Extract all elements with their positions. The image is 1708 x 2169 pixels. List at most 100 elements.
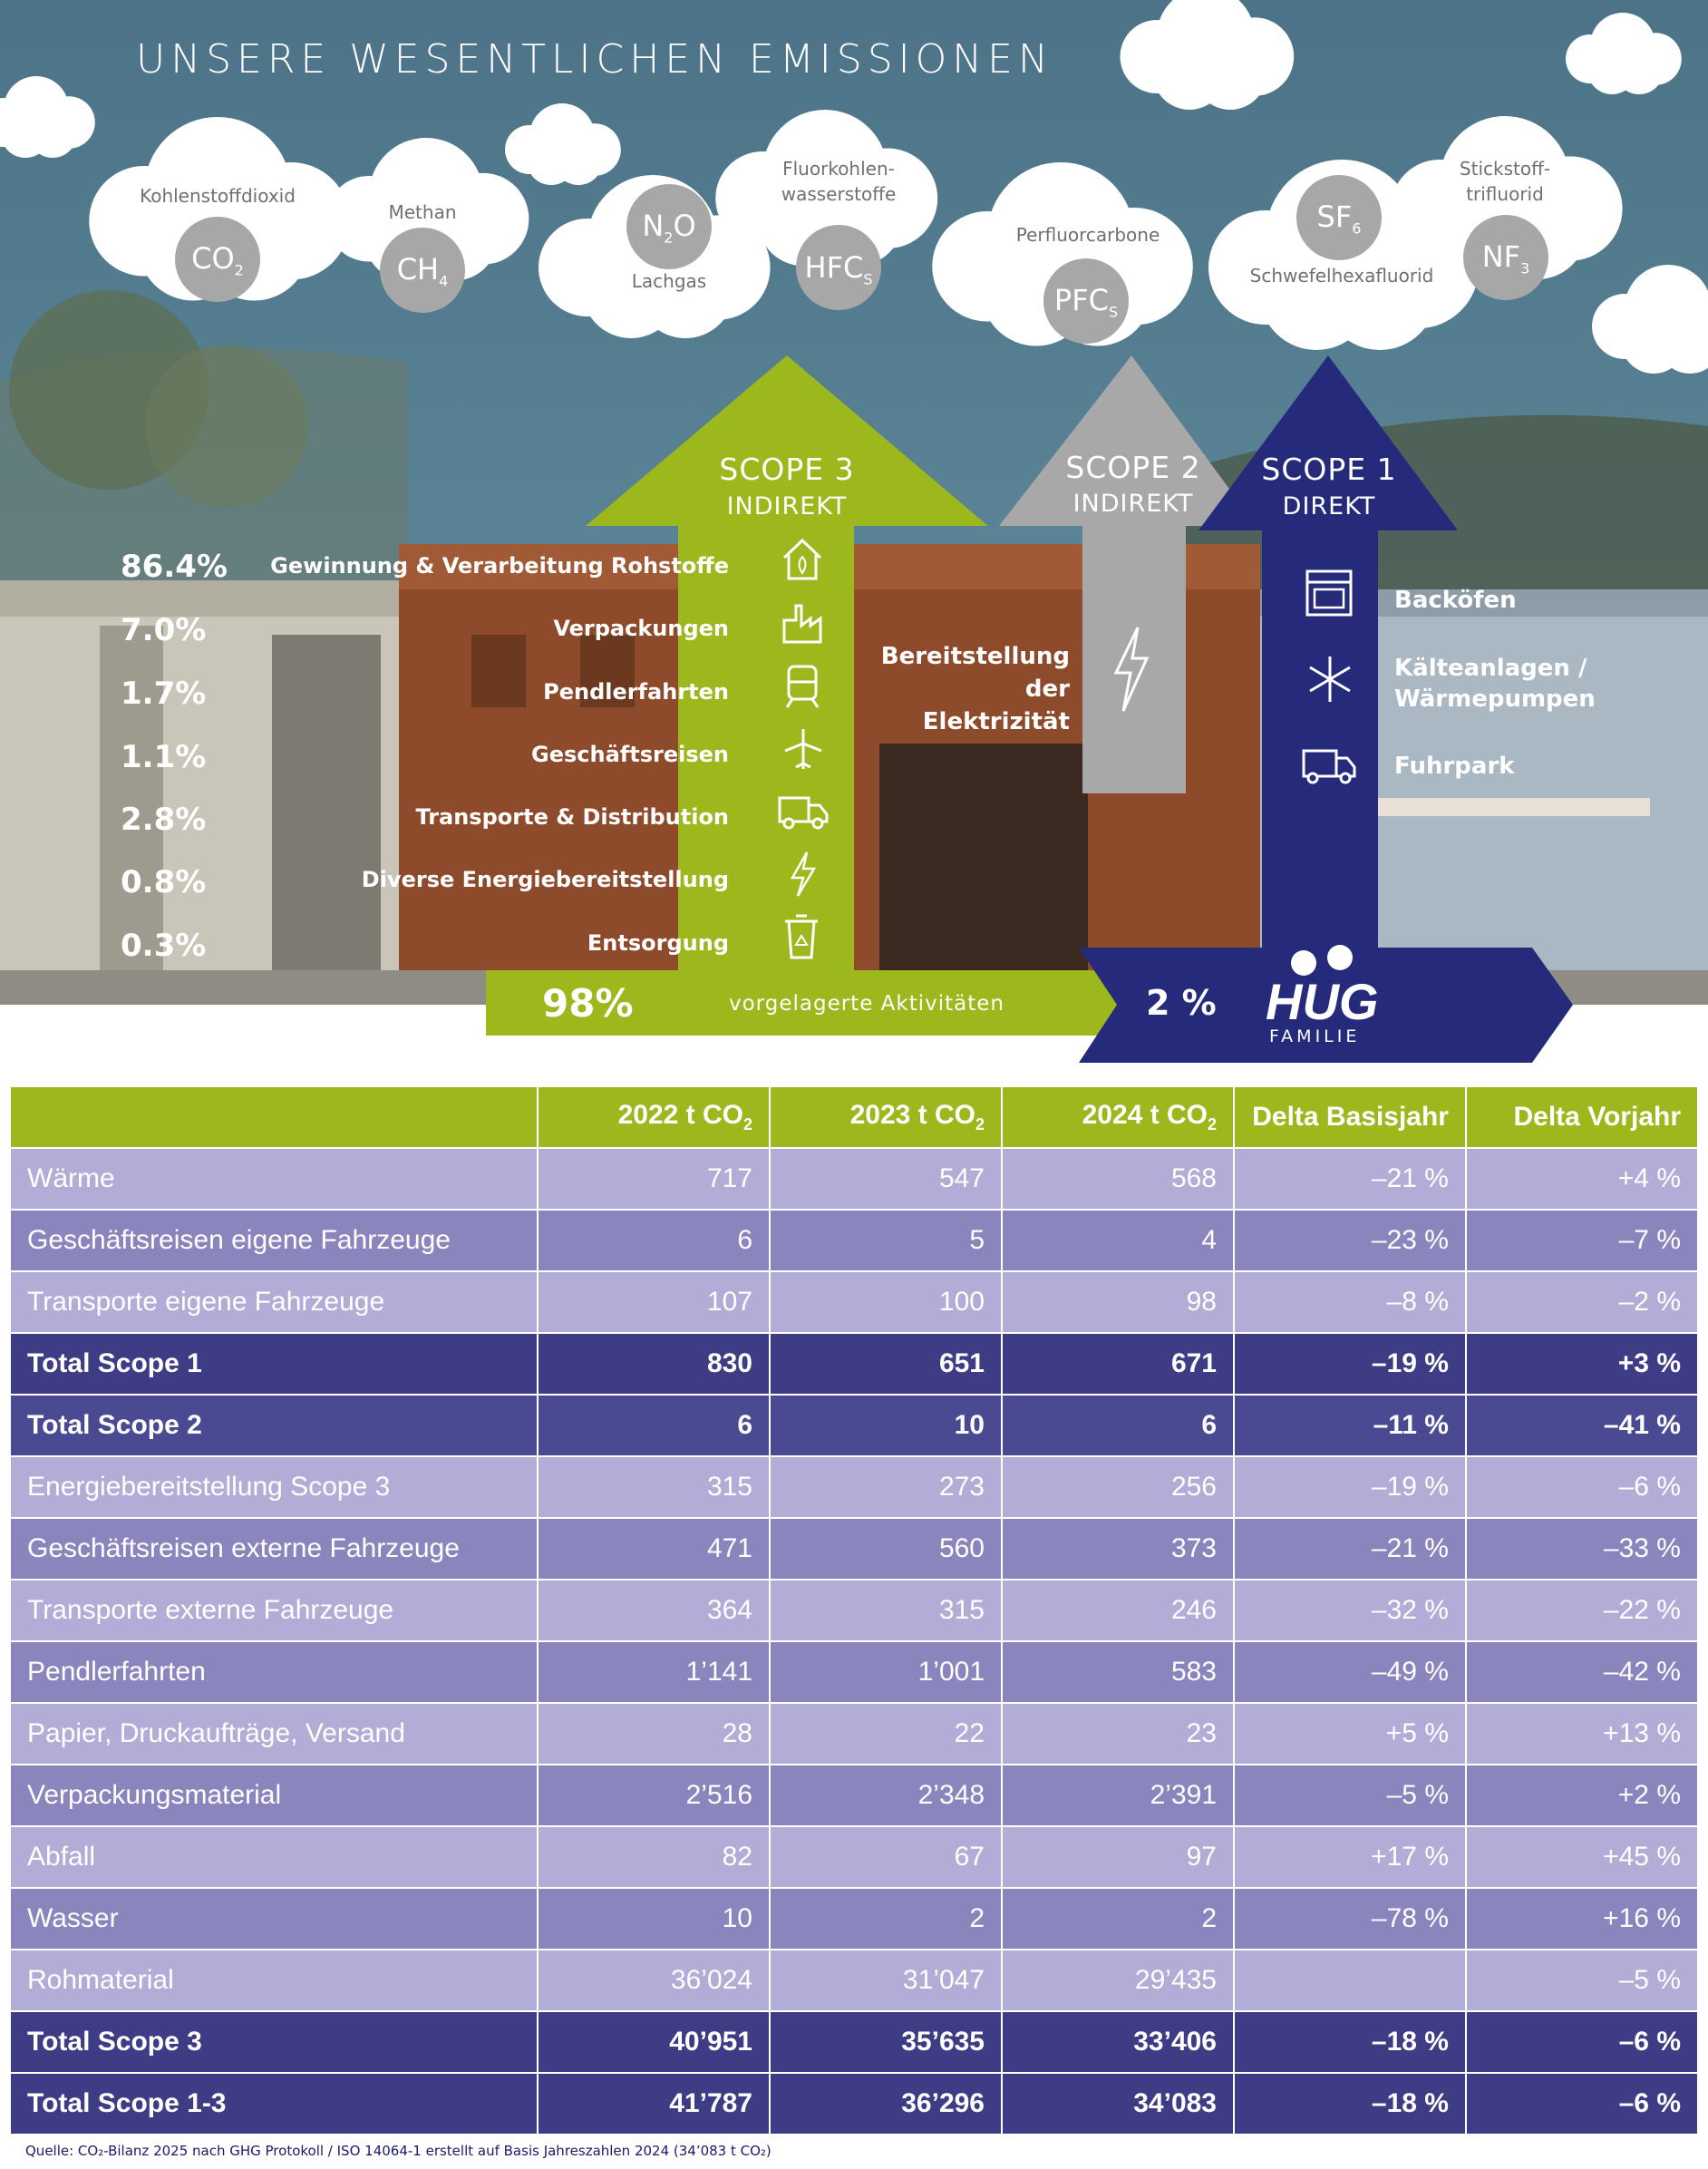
table-cell: 36’024 [539, 1950, 769, 2010]
scope3-label-transporte: Transporte & Distribution [415, 804, 729, 830]
table-cell: 2 [1003, 1889, 1233, 1949]
scope3-label-entsorgung: Entsorgung [587, 930, 729, 956]
table-body: Wärme 717 547 568 –21 % +4 % Geschäftsreisen e… [11, 1149, 1697, 2134]
airplane-icon [784, 729, 822, 769]
table-cell: 10 [771, 1396, 1001, 1455]
row-label: Abfall [11, 1827, 537, 1887]
table-cell: 671 [1003, 1334, 1233, 1394]
table-row: Total Scope 2 6 10 6 –11 % –41 % [11, 1396, 1697, 1455]
table-cell: 97 [1003, 1827, 1233, 1887]
scope3-label-geschaeftsreisen: Geschäftsreisen [531, 742, 729, 767]
scope3-pct-entsorgung: 0.3% [121, 928, 207, 964]
row-label: Total Scope 1-3 [11, 2074, 537, 2134]
table-cell: –21 % [1235, 1149, 1465, 1209]
gas-name-ch4: Methan [388, 201, 457, 223]
scope3-label-energie: Diverse Energiebereitstellung [361, 867, 729, 892]
table-header-cell: 2022 t CO2 [539, 1087, 769, 1147]
table-cell: 6 [539, 1211, 769, 1270]
upstream-percentage: 98% [542, 981, 634, 1026]
table-row: Total Scope 3 40’951 35’635 33’406 –18 % –6 % [11, 2012, 1697, 2072]
table-cell: 256 [1003, 1457, 1233, 1517]
row-label: Energiebereitstellung Scope 3 [11, 1457, 537, 1517]
gas-symbol-co2: CO2 [191, 241, 244, 279]
table-cell: 33’406 [1003, 2012, 1233, 2072]
gas-name-pfcs: Perfluorcarbone [1015, 224, 1160, 246]
table-cell: +4 % [1467, 1149, 1697, 1209]
table-cell: 23 [1003, 1704, 1233, 1764]
table-cell: –6 % [1467, 2012, 1697, 2072]
scope1-label-backoefen: Backöfen [1394, 587, 1517, 614]
table-cell: 717 [539, 1149, 769, 1209]
scope3-pct-energie: 0.8% [121, 864, 207, 900]
gas-name-co2: Kohlenstoffdioxid [140, 185, 296, 207]
row-label: Wasser [11, 1889, 537, 1949]
table-cell: –22 % [1467, 1581, 1697, 1640]
scope1-label-kaelteanlagen: Kälteanlagen / Wärmepumpen [1394, 655, 1596, 713]
table-row: Pendlerfahrten 1’141 1’001 583 –49 % –42 % [11, 1642, 1697, 1702]
table-cell: +16 % [1467, 1889, 1697, 1949]
table-cell: 315 [539, 1457, 769, 1517]
table-cell: 2 [771, 1889, 1001, 1949]
table-row: Energiebereitstellung Scope 3 315 273 256 –1… [11, 1457, 1697, 1517]
table-cell: –2 % [1467, 1272, 1697, 1332]
table-header-cell: Delta Basisjahr [1235, 1087, 1465, 1147]
lightning-icon [790, 851, 817, 897]
gas-symbol-n2o: N2O [642, 209, 696, 247]
hug-logo: HUG [1266, 973, 1379, 1030]
gas-name-nf3: Stickstoff-trifluorid [1459, 158, 1551, 205]
table-row: Verpackungsmaterial 2’516 2’348 2’391 –5 % +2… [11, 1765, 1697, 1825]
table-cell: 98 [1003, 1272, 1233, 1332]
row-label: Total Scope 1 [11, 1334, 537, 1394]
scope3-pct-transporte: 2.8% [121, 802, 207, 838]
table-cell [1235, 1950, 1465, 2010]
row-label: Transporte eigene Fahrzeuge [11, 1272, 537, 1332]
gas-symbol-hfcs: HFCS [804, 250, 873, 288]
table-row: Abfall 82 67 97 +17 % +45 % [11, 1827, 1697, 1887]
row-label: Total Scope 3 [11, 2012, 537, 2072]
table-cell: 29’435 [1003, 1950, 1233, 2010]
table-cell: 34’083 [1003, 2074, 1233, 2134]
table-cell: +13 % [1467, 1704, 1697, 1764]
table-cell: 6 [1003, 1396, 1233, 1455]
row-label: Total Scope 2 [11, 1396, 537, 1455]
table-cell: –42 % [1467, 1642, 1697, 1702]
table-row: Rohmaterial 36’024 31’047 29’435 –5 % [11, 1950, 1697, 2010]
scope1-subtitle: DIREKT [1282, 492, 1376, 520]
table-cell: 273 [771, 1457, 1001, 1517]
table-cell: 28 [539, 1704, 769, 1764]
table-cell: 471 [539, 1519, 769, 1579]
table-row: Wasser 10 2 2 –78 % +16 % [11, 1889, 1697, 1949]
scope3-pct-verpackungen: 7.0% [121, 612, 207, 648]
table-cell: +5 % [1235, 1704, 1465, 1764]
table-cell: 651 [771, 1334, 1001, 1394]
table-cell: 6 [539, 1396, 769, 1455]
gas-symbol-ch4: CH4 [396, 252, 449, 290]
scope3-title: SCOPE 3 [719, 452, 855, 487]
table-cell: 315 [771, 1581, 1001, 1640]
table-row: Transporte eigene Fahrzeuge 107 100 98 –8 % –… [11, 1272, 1697, 1332]
table-row: Papier, Druckaufträge, Versand 28 22 23 +5 %… [11, 1704, 1697, 1764]
table-cell: 100 [771, 1272, 1001, 1332]
table-header-cell: 2023 t CO2 [771, 1087, 1001, 1147]
row-label: Verpackungsmaterial [11, 1765, 537, 1825]
table-cell: 373 [1003, 1519, 1233, 1579]
row-label: Pendlerfahrten [11, 1642, 537, 1702]
table-cell: 31’047 [771, 1950, 1001, 2010]
table-row: Transporte externe Fahrzeuge 364 315 246 –32… [11, 1581, 1697, 1640]
table-row: Total Scope 1-3 41’787 36’296 34’083 –18 % –6… [11, 2074, 1697, 2134]
row-label: Geschäftsreisen eigene Fahrzeuge [11, 1211, 537, 1270]
table-cell: –8 % [1235, 1272, 1465, 1332]
table-cell: 10 [539, 1889, 769, 1949]
gas-name-hfcs: Fluorkohlen-wasserstoffe [781, 158, 897, 205]
table-cell: –6 % [1467, 1457, 1697, 1517]
table-cell: –41 % [1467, 1396, 1697, 1455]
table-row: Geschäftsreisen eigene Fahrzeuge 6 5 4 –23 %… [11, 1211, 1697, 1270]
scope3-subtitle: INDIREKT [726, 492, 848, 520]
table-cell: +3 % [1467, 1334, 1697, 1394]
table-cell: –19 % [1235, 1457, 1465, 1517]
table-cell: 35’635 [771, 2012, 1001, 2072]
table-cell: –21 % [1235, 1519, 1465, 1579]
van-icon [1302, 749, 1356, 784]
scope2-subtitle: INDIREKT [1072, 490, 1194, 518]
gas-symbol-nf3: NF3 [1481, 239, 1530, 277]
